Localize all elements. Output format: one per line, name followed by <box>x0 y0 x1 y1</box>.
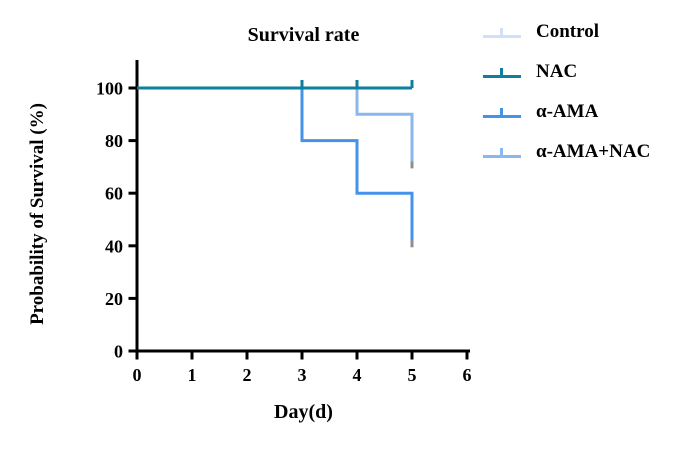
x-tick-label: 5 <box>408 365 417 385</box>
legend-censor-tick-icon <box>500 67 503 76</box>
y-tick-label: 0 <box>114 342 123 362</box>
x-tick-label: 0 <box>133 365 142 385</box>
legend-line-icon <box>483 74 521 78</box>
legend-item-ama-nac: α-AMA+NAC <box>483 140 650 164</box>
x-tick-label: 3 <box>298 365 307 385</box>
y-tick-label: 40 <box>105 236 123 256</box>
legend-censor-tick-icon <box>500 147 503 156</box>
legend-label: NAC <box>536 61 578 82</box>
legend-line-icon <box>483 34 521 38</box>
legend-key-icon <box>483 106 521 119</box>
x-tick-label: 2 <box>243 365 252 385</box>
y-axis-label: Probability of Survival (%) <box>27 103 48 325</box>
legend-line-icon <box>483 154 521 158</box>
legend-label: α-AMA+NAC <box>536 141 651 162</box>
y-tick-label: 80 <box>105 131 123 151</box>
chart-title: Survival rate <box>247 24 360 46</box>
x-tick-label: 4 <box>353 365 362 385</box>
y-tick-label: 60 <box>105 184 123 204</box>
legend-item-control: Control <box>483 20 650 44</box>
legend-key-icon <box>483 66 521 79</box>
x-axis-label: Day(d) <box>274 401 333 423</box>
y-tick-label: 20 <box>105 289 123 309</box>
legend-censor-tick-icon <box>500 27 503 36</box>
survival-curve-α-AMA <box>137 86 414 246</box>
legend-line-icon <box>483 114 521 118</box>
y-tick-label: 100 <box>96 79 123 99</box>
legend-item-nac: NAC <box>483 60 650 84</box>
legend-key-icon <box>483 26 521 39</box>
legend-item-ama: α-AMA <box>483 100 650 124</box>
x-tick-label: 6 <box>463 365 472 385</box>
legend-censor-tick-icon <box>500 107 503 116</box>
legend: Control NAC α-AMA α-AMA+NAC <box>483 20 650 180</box>
legend-key-icon <box>483 146 521 159</box>
legend-label: Control <box>536 21 599 42</box>
x-tick-label: 1 <box>188 365 197 385</box>
legend-label: α-AMA <box>536 101 599 122</box>
survival-curve-α-AMA+NAC <box>137 86 414 167</box>
